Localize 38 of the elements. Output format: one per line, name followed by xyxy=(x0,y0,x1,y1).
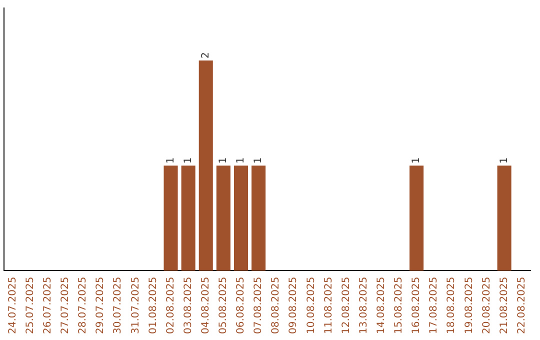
x-tick-label: 10.08.2025 xyxy=(306,276,317,334)
x-tick-label: 08.08.2025 xyxy=(270,276,282,334)
x-tick-label: 16.08.2025 xyxy=(411,276,422,334)
x-tick-label: 21.08.2025 xyxy=(498,276,510,334)
x-tick-label: 07.08.2025 xyxy=(253,276,264,334)
x-tick-label: 25.07.2025 xyxy=(24,276,36,334)
data-label: 2 xyxy=(200,52,212,59)
x-tick-label: 30.07.2025 xyxy=(112,276,124,334)
data-label: 1 xyxy=(498,157,510,164)
data-label: 1 xyxy=(236,157,247,164)
x-tick-label: 03.08.2025 xyxy=(182,276,194,334)
x-tick-label: 17.08.2025 xyxy=(428,276,440,334)
x-tick-label: 19.08.2025 xyxy=(464,276,475,334)
x-tick-label: 20.08.2025 xyxy=(481,276,492,334)
data-label: 1 xyxy=(165,157,176,164)
x-tick-label: 15.08.2025 xyxy=(394,276,405,334)
x-tick-label: 28.07.2025 xyxy=(78,276,89,334)
x-tick-label: 18.08.2025 xyxy=(446,276,458,334)
x-tick-label: 29.07.2025 xyxy=(95,276,106,334)
x-tick-label: 02.08.2025 xyxy=(165,276,176,334)
x-tick-label: 27.07.2025 xyxy=(60,276,72,334)
x-tick-label: 14.08.2025 xyxy=(376,276,388,334)
x-tick-label: 22.08.2025 xyxy=(516,276,528,334)
x-tick-label: 11.08.2025 xyxy=(323,276,334,334)
data-label: 1 xyxy=(218,157,230,164)
data-label: 1 xyxy=(253,157,264,164)
x-tick-label: 13.08.2025 xyxy=(358,276,370,334)
data-label: 1 xyxy=(411,157,422,164)
x-tick-label: 09.08.2025 xyxy=(288,276,300,334)
x-tick-label: 04.08.2025 xyxy=(200,276,212,334)
x-tick-label: 26.07.2025 xyxy=(42,276,54,334)
x-tick-label: 31.07.2025 xyxy=(130,276,142,334)
x-tick-label: 05.08.2025 xyxy=(218,276,230,334)
x-tick-label: 24.07.2025 xyxy=(7,276,18,334)
x-tick-label: 12.08.2025 xyxy=(340,276,352,334)
data-label: 1 xyxy=(182,157,194,164)
x-tick-label: 01.08.2025 xyxy=(148,276,159,334)
x-tick-label: 06.08.2025 xyxy=(236,276,247,334)
